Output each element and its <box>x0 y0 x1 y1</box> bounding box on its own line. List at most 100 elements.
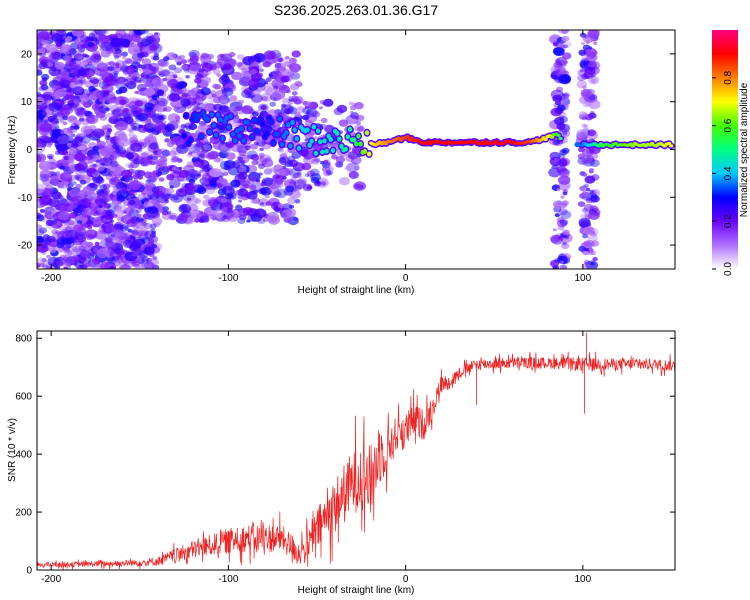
noise-blob <box>291 50 301 58</box>
noise-blob <box>146 258 153 263</box>
noise-blob <box>558 123 571 133</box>
noise-blob <box>239 164 244 168</box>
noise-blob <box>562 191 568 196</box>
noise-blob <box>57 162 64 168</box>
noise-blob <box>166 174 175 181</box>
noise-blob <box>225 132 230 136</box>
ridge-segment <box>252 117 257 123</box>
noise-blob <box>588 75 600 85</box>
noise-blob <box>52 51 64 61</box>
noise-blob <box>175 119 180 123</box>
noise-blob <box>104 135 111 141</box>
noise-blob <box>38 161 52 171</box>
noise-blob <box>148 133 154 138</box>
noise-blob <box>55 230 61 235</box>
ridge-segment <box>366 151 372 157</box>
noise-blob <box>199 210 204 214</box>
noise-blob <box>201 165 211 172</box>
noise-blob <box>584 261 589 265</box>
noise-blob <box>291 91 298 96</box>
noise-blob <box>188 151 193 155</box>
noise-blob <box>148 62 160 72</box>
noise-blob <box>188 57 199 65</box>
noise-blob <box>200 87 211 96</box>
noise-blob <box>244 145 251 151</box>
noise-blob <box>221 87 234 97</box>
noise-blob <box>157 154 163 158</box>
noise-blob <box>153 104 163 112</box>
noise-blob <box>62 115 69 121</box>
ridge-segment <box>358 141 363 147</box>
ridge-segment <box>228 113 234 119</box>
noise-blob <box>577 74 586 82</box>
noise-blob <box>216 73 222 78</box>
noise-blob <box>588 251 593 256</box>
noise-blob <box>583 183 589 188</box>
noise-blob <box>113 66 122 73</box>
ridge-segment <box>481 142 487 146</box>
ridge-segment <box>194 116 200 122</box>
ridge-segment <box>409 136 414 140</box>
noise-blob <box>353 165 361 171</box>
noise-blob <box>583 203 594 212</box>
noise-blob <box>162 107 168 112</box>
noise-blob <box>100 214 113 225</box>
noise-blob <box>130 242 136 247</box>
ridge-segment <box>309 138 314 144</box>
noise-blob <box>111 115 118 120</box>
noise-blob <box>147 206 158 215</box>
noise-blob <box>149 142 159 150</box>
noise-blob <box>146 119 152 123</box>
noise-blob <box>113 229 124 238</box>
noise-blob <box>148 44 158 52</box>
spectrogram-noise-layer <box>37 30 675 269</box>
noise-blob <box>95 164 105 172</box>
noise-blob <box>37 183 46 194</box>
noise-blob <box>96 195 101 199</box>
noise-blob <box>585 47 597 57</box>
noise-blob <box>552 41 559 46</box>
noise-blob <box>95 177 105 184</box>
noise-blob <box>37 42 43 49</box>
noise-blob <box>212 68 221 75</box>
noise-blob <box>121 214 134 225</box>
noise-blob <box>51 56 57 61</box>
noise-blob <box>132 158 141 165</box>
noise-blob <box>37 263 41 268</box>
noise-blob <box>321 180 327 185</box>
noise-blob <box>65 165 70 170</box>
noise-blob <box>127 228 133 233</box>
noise-blob <box>180 64 188 71</box>
noise-blob <box>579 69 584 73</box>
snr-y-axis: 0 200 400 600 800 <box>15 334 675 577</box>
noise-blob <box>178 203 192 214</box>
ridge-segment <box>315 128 321 134</box>
noise-blob <box>96 30 110 36</box>
noise-blob <box>212 83 219 89</box>
noise-blob <box>162 187 170 194</box>
noise-blob <box>592 257 598 262</box>
noise-blob <box>118 265 125 269</box>
noise-blob <box>133 76 142 83</box>
noise-blob <box>351 102 357 107</box>
noise-blob <box>356 105 362 110</box>
noise-blob <box>258 188 267 195</box>
noise-blob <box>274 177 284 185</box>
noise-blob <box>264 60 273 67</box>
noise-blob <box>216 157 224 163</box>
noise-blob <box>119 105 124 109</box>
noise-blob <box>583 226 595 235</box>
noise-blob <box>585 187 591 192</box>
noise-blob <box>335 156 346 164</box>
noise-blob <box>171 136 184 145</box>
noise-blob <box>65 36 73 41</box>
ridge-segment <box>318 139 323 145</box>
noise-blob <box>93 89 104 98</box>
noise-blob <box>77 70 86 77</box>
noise-blob <box>238 145 247 152</box>
noise-blob <box>151 243 158 249</box>
noise-blob <box>255 109 261 114</box>
noise-blob <box>263 168 273 175</box>
ridge-segment <box>324 148 329 154</box>
noise-blob <box>162 206 169 212</box>
